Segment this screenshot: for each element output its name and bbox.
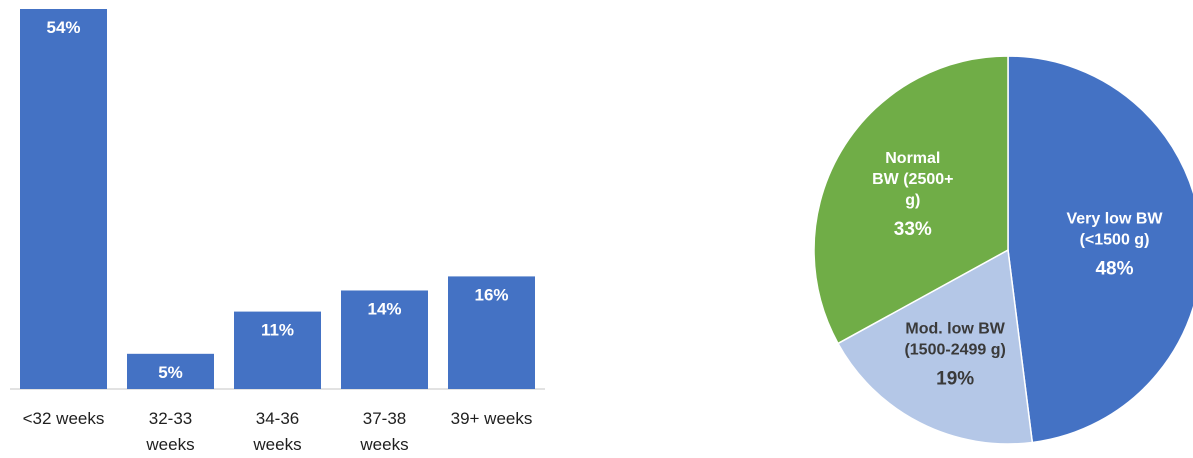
slice-label: Mod. low BW (1500-2499 g) — [904, 321, 1005, 359]
x-tick-label: 37-38 weeks — [359, 409, 408, 454]
data-label: 11% — [261, 321, 294, 340]
bar — [448, 276, 535, 389]
pie-slice — [836, 248, 1034, 445]
bar — [127, 353, 214, 389]
x-tick-label-line: 37-38 — [363, 409, 406, 428]
x-tick-label-line: 39+ weeks — [451, 409, 533, 428]
slice-label-line: Normal — [885, 150, 940, 167]
pie-slice — [1007, 55, 1193, 444]
slice-label-line: g) — [905, 192, 920, 209]
slice-label-line: BW (2500+ — [872, 171, 953, 188]
data-label: 16% — [474, 285, 508, 304]
slice-label-line: Very low BW — [1066, 210, 1163, 227]
slice-value-label: 48% — [1095, 258, 1133, 279]
slice-label-line: (<1500 g) — [1080, 231, 1150, 248]
bar-chart: 54% <32 weeks 5% 32-33 weeks 11% 34-36 weeks 14%… — [10, 9, 545, 454]
x-tick-label-line: <32 weeks — [23, 409, 105, 428]
x-tick-label-line: weeks — [252, 435, 301, 454]
x-tick-label: <32 weeks — [23, 409, 105, 428]
x-tick-label-line: 32-33 — [149, 409, 192, 428]
x-tick-label: 32-33 weeks — [145, 409, 194, 454]
pie-chart: Very low BW (<1500 g) 48% Mod. low BW (1500-… — [813, 55, 1193, 445]
data-label: 14% — [367, 299, 401, 318]
slice-value-label: 19% — [936, 369, 974, 390]
bar — [341, 290, 428, 389]
x-tick-label: 34-36 weeks — [252, 409, 301, 454]
pie-slice — [813, 55, 1009, 345]
data-label: 5% — [158, 363, 183, 382]
slice-label-line: Mod. low BW — [905, 321, 1005, 338]
slice-label: Very low BW (<1500 g) — [1066, 210, 1163, 248]
data-label: 54% — [46, 18, 80, 37]
x-tick-label-line: weeks — [145, 435, 194, 454]
slice-label-line: (1500-2499 g) — [904, 342, 1005, 359]
x-tick-label-line: weeks — [359, 435, 408, 454]
x-tick-label: 39+ weeks — [451, 409, 533, 428]
bar — [20, 9, 107, 389]
x-tick-label-line: 34-36 — [256, 409, 299, 428]
slice-label: Normal BW (2500+ g) — [872, 150, 953, 209]
bar — [234, 311, 321, 389]
slice-value-label: 33% — [894, 219, 932, 240]
